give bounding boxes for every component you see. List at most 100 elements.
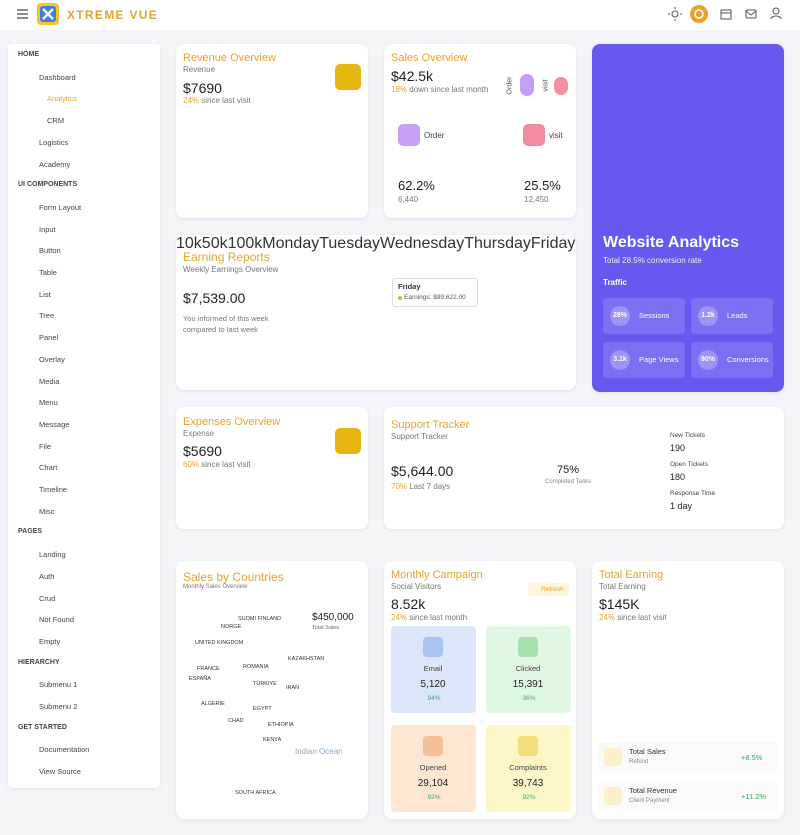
- menu-item[interactable]: Panel: [39, 333, 59, 343]
- menu-item[interactable]: Submenu 2: [39, 702, 78, 711]
- card-subtitle: Expense: [183, 429, 215, 438]
- note: You informed of this week compared to la…: [183, 314, 269, 334]
- card-title: Earning Reports: [183, 250, 270, 264]
- menu-item[interactable]: Table: [39, 268, 57, 277]
- mail-icon[interactable]: [745, 8, 757, 20]
- menu-item[interactable]: Input: [39, 224, 56, 234]
- menu-item[interactable]: Not Found: [39, 615, 75, 625]
- tile-value: 15,391: [512, 679, 544, 690]
- section-title: GET STARTED: [18, 723, 67, 731]
- change-value: 24%: [391, 613, 408, 622]
- map-label: KENYA: [263, 737, 282, 743]
- visit-icon: [523, 124, 545, 146]
- change-value: 24%: [599, 613, 616, 622]
- menu-item[interactable]: CRM: [47, 116, 65, 126]
- earning-card: Earning Reports Weekly Earnings Overview $…: [176, 235, 576, 390]
- menu-item[interactable]: Submenu 1: [39, 680, 78, 690]
- tile-value: 39,743: [512, 778, 544, 789]
- menu-item[interactable]: Menu: [39, 398, 58, 408]
- tile-value: 28%: [610, 306, 630, 326]
- menu-item[interactable]: List: [39, 289, 51, 299]
- menu-item[interactable]: Button: [39, 246, 61, 256]
- campaign-card: Monthly Campaign Social Visitors Refresh 8.…: [384, 561, 576, 819]
- row-label: Total Sales: [629, 747, 666, 756]
- order-count: 6,440: [398, 195, 419, 204]
- card-title: Total Earning: [599, 569, 664, 581]
- row-sub: Client Payment: [629, 798, 670, 804]
- change: 24% since last visit: [183, 96, 251, 105]
- card-subtitle: Revenue: [183, 65, 216, 74]
- map-label: IRAN: [286, 685, 300, 691]
- theme-icon[interactable]: [668, 7, 682, 21]
- row-icon: [604, 787, 622, 805]
- row-label: Total Revenue: [629, 786, 677, 795]
- menu-item[interactable]: Auth: [39, 571, 55, 581]
- menu-item[interactable]: Empty: [39, 636, 61, 646]
- y-tick-label: 50k: [201, 235, 228, 252]
- tile-value: 1.2k: [698, 306, 718, 326]
- tile-label: Email: [423, 664, 443, 673]
- change: 70% Last 7 days: [391, 482, 450, 491]
- campaign-tile: Complaints 39,743 92%: [486, 725, 571, 812]
- expenses-card: Expenses Overview Expense $5690 60% since l…: [176, 407, 368, 529]
- stat-label: Open Tickets: [670, 461, 708, 468]
- change: 60% since last visit: [183, 460, 251, 469]
- menu-item[interactable]: Landing: [39, 550, 66, 560]
- summary-row: Total Sales Refund +8.5%: [599, 742, 777, 772]
- menu-item[interactable]: Misc: [39, 506, 55, 516]
- menu-item[interactable]: Media: [39, 376, 60, 386]
- menu-item[interactable]: Academy: [39, 159, 71, 169]
- menu-item[interactable]: Crud: [39, 593, 56, 603]
- menu-item[interactable]: Overlay: [39, 354, 65, 364]
- stat-value: 180: [670, 472, 686, 482]
- calendar-icon[interactable]: [720, 8, 732, 20]
- menu-item[interactable]: View Source: [39, 767, 81, 777]
- map-label: Indian Ocean: [295, 747, 343, 756]
- refresh-button[interactable]: Refresh: [528, 583, 569, 596]
- change-text: Last 7 days: [409, 482, 451, 491]
- card-subtitle: Weekly Earnings Overview: [183, 265, 279, 274]
- tile-change-value: 94%: [427, 695, 441, 702]
- user-icon[interactable]: [770, 7, 782, 20]
- map-label: ALGERIE: [201, 701, 225, 707]
- stat-label: Response Time: [670, 490, 716, 497]
- tile-label: Sessions: [639, 311, 670, 320]
- traffic-tile: 28% Sessions: [603, 298, 685, 334]
- tile-label: Clicked: [515, 664, 541, 673]
- change-text: down since last month: [409, 85, 489, 94]
- x-tick-label: Wednesday: [380, 235, 465, 252]
- change-text: since last visit: [201, 460, 251, 469]
- map-label: ROMANIA: [243, 664, 269, 670]
- card-title: Support Tracker: [391, 419, 470, 431]
- menu-item[interactable]: Documentation: [39, 745, 90, 755]
- settings-icon[interactable]: [690, 5, 708, 23]
- tile-change-value: 36%: [522, 695, 536, 702]
- map-label: EGYPT: [253, 706, 272, 712]
- menu-icon[interactable]: [17, 9, 29, 19]
- menu-item[interactable]: File: [39, 441, 52, 451]
- menu-item[interactable]: Logistics: [39, 137, 69, 147]
- visit-pill: [554, 77, 568, 95]
- menu-item[interactable]: Message: [39, 419, 70, 429]
- menu-item[interactable]: Timeline: [39, 485, 68, 494]
- line-chart: 10k50k100kMondayTuesdayWednesdayThursday…: [176, 235, 576, 253]
- tile-value: 90%: [698, 350, 718, 370]
- menu-item[interactable]: Analytics: [47, 94, 78, 104]
- card-subtitle: Support Tracker: [391, 432, 448, 441]
- tile-icon: [423, 736, 443, 756]
- menu-item[interactable]: Chart: [39, 463, 58, 473]
- card-title: Website Analytics: [603, 234, 740, 251]
- menu-item[interactable]: Form Layout: [39, 202, 82, 212]
- tile-value: 29,104: [417, 778, 449, 789]
- icon-box: [335, 64, 361, 90]
- change-text: since last visit: [201, 96, 251, 105]
- map-label: ETHIOPIA: [268, 722, 294, 728]
- map-label: SUOMI FINLAND: [238, 616, 282, 622]
- tooltip: Friday Earnings: $99,622.00: [392, 278, 478, 307]
- card-title: Sales by Countries: [183, 570, 284, 584]
- card-title: Sales Overview: [391, 52, 468, 64]
- menu-item[interactable]: Dashboard: [39, 72, 76, 82]
- map-label: UNITED KINGDOM: [195, 640, 244, 646]
- sidebar: HOME Dashboard Analytics CRM Logistics Academ…: [8, 44, 160, 788]
- menu-item[interactable]: Tree: [39, 311, 55, 321]
